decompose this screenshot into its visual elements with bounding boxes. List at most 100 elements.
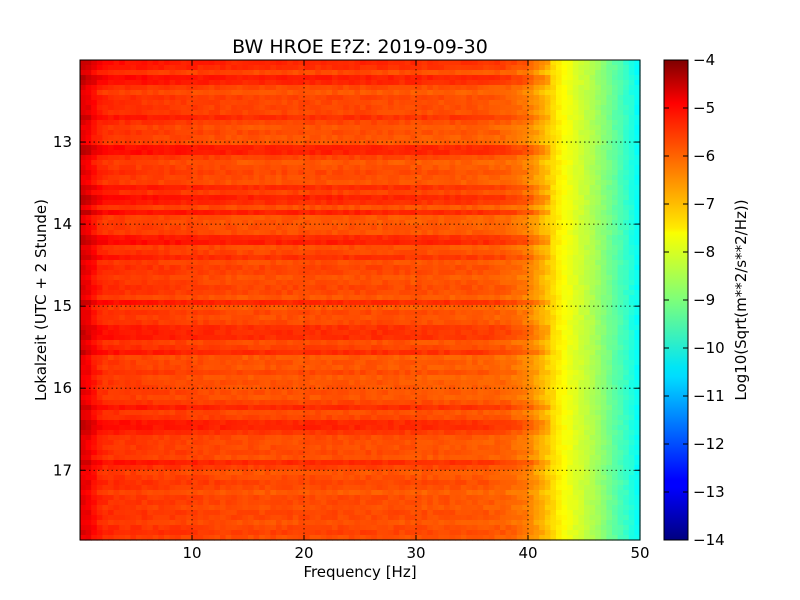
heatmap-cell <box>276 230 283 236</box>
heatmap-cell <box>270 70 277 76</box>
heatmap-cell <box>141 300 148 306</box>
heatmap-cell <box>102 70 109 76</box>
heatmap-cell <box>242 175 249 181</box>
heatmap-cell <box>376 290 383 296</box>
heatmap-cell <box>371 185 378 191</box>
heatmap-cell <box>600 305 607 311</box>
heatmap-cell <box>253 245 260 251</box>
heatmap-cell <box>410 80 417 86</box>
heatmap-cell <box>410 160 417 166</box>
heatmap-cell <box>628 170 635 176</box>
heatmap-cell <box>578 300 585 306</box>
heatmap-cell <box>516 180 523 186</box>
heatmap-cell <box>511 180 518 186</box>
heatmap-cell <box>343 275 350 281</box>
heatmap-cell <box>427 230 434 236</box>
heatmap-cell <box>399 105 406 111</box>
heatmap-cell <box>393 140 400 146</box>
heatmap-cell <box>304 115 311 121</box>
heatmap-cell <box>102 300 109 306</box>
heatmap-cell <box>343 125 350 131</box>
heatmap-cell <box>175 135 182 141</box>
heatmap-cell <box>276 90 283 96</box>
heatmap-cell <box>623 250 630 256</box>
heatmap-cell <box>533 105 540 111</box>
heatmap-cell <box>628 225 635 231</box>
heatmap-cell <box>382 115 389 121</box>
heatmap-cell <box>320 200 327 206</box>
heatmap-cell <box>298 185 305 191</box>
heatmap-cell <box>382 290 389 296</box>
heatmap-cell <box>550 260 557 266</box>
heatmap-cell <box>276 70 283 76</box>
heatmap-cell <box>208 125 215 131</box>
heatmap-cell <box>410 305 417 311</box>
heatmap-cell <box>248 90 255 96</box>
heatmap-cell <box>186 105 193 111</box>
heatmap-cell <box>287 195 294 201</box>
heatmap-cell <box>612 150 619 156</box>
heatmap-cell <box>225 265 232 271</box>
heatmap-cell <box>528 250 535 256</box>
heatmap-cell <box>472 60 479 66</box>
heatmap-cell <box>466 175 473 181</box>
heatmap-cell <box>550 265 557 271</box>
heatmap-cell <box>589 240 596 246</box>
heatmap-cell <box>455 105 462 111</box>
heatmap-cell <box>225 85 232 91</box>
heatmap-cell <box>231 160 238 166</box>
heatmap-cell <box>416 220 423 226</box>
heatmap-cell <box>432 120 439 126</box>
heatmap-cell <box>516 60 523 66</box>
heatmap-cell <box>130 250 137 256</box>
heatmap-cell <box>455 155 462 161</box>
heatmap-cell <box>584 60 591 66</box>
heatmap-cell <box>158 300 165 306</box>
heatmap-cell <box>404 245 411 251</box>
heatmap-cell <box>354 125 361 131</box>
heatmap-cell <box>533 130 540 136</box>
heatmap-cell <box>449 175 456 181</box>
heatmap-cell <box>421 85 428 91</box>
heatmap-cell <box>197 295 204 301</box>
heatmap-cell <box>393 65 400 71</box>
heatmap-cell <box>124 305 131 311</box>
heatmap-cell <box>567 150 574 156</box>
heatmap-cell <box>628 245 635 251</box>
heatmap-cell <box>158 155 165 161</box>
heatmap-cell <box>505 130 512 136</box>
heatmap-cell <box>186 95 193 101</box>
heatmap-cell <box>180 295 187 301</box>
heatmap-cell <box>533 170 540 176</box>
heatmap-cell <box>242 290 249 296</box>
heatmap-cell <box>220 65 227 71</box>
heatmap-cell <box>472 100 479 106</box>
heatmap-cell <box>522 195 529 201</box>
heatmap-cell <box>276 145 283 151</box>
heatmap-cell <box>589 165 596 171</box>
heatmap-cell <box>410 145 417 151</box>
heatmap-cell <box>242 280 249 286</box>
heatmap-cell <box>500 100 507 106</box>
heatmap-cell <box>488 220 495 226</box>
heatmap-cell <box>96 125 103 131</box>
heatmap-cell <box>186 275 193 281</box>
heatmap-cell <box>528 185 535 191</box>
heatmap-cell <box>147 210 154 216</box>
heatmap-cell <box>382 175 389 181</box>
heatmap-cell <box>152 70 159 76</box>
heatmap-cell <box>315 260 322 266</box>
heatmap-cell <box>589 190 596 196</box>
heatmap-cell <box>292 260 299 266</box>
heatmap-cell <box>85 250 92 256</box>
heatmap-cell <box>141 140 148 146</box>
heatmap-cell <box>421 115 428 121</box>
heatmap-cell <box>628 140 635 146</box>
heatmap-cell <box>634 60 641 66</box>
heatmap-cell <box>253 155 260 161</box>
heatmap-cell <box>102 155 109 161</box>
heatmap-cell <box>628 285 635 291</box>
heatmap-cell <box>80 75 87 81</box>
heatmap-cell <box>600 130 607 136</box>
heatmap-cell <box>410 290 417 296</box>
